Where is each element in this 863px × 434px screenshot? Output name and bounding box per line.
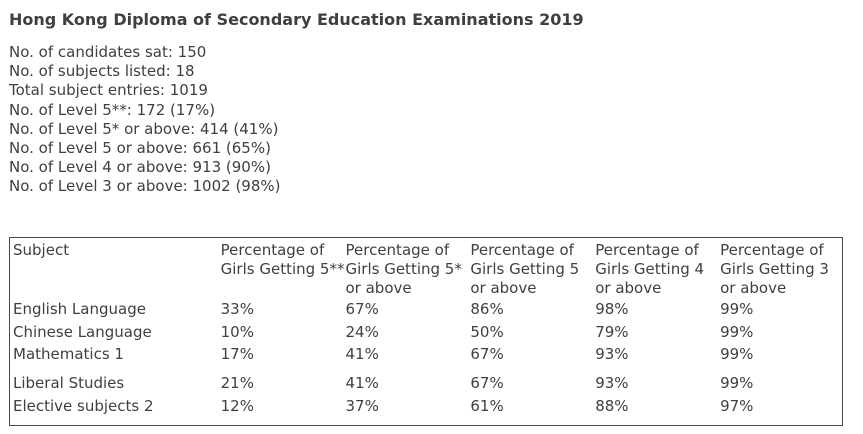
stat-level-5-star-star: No. of Level 5**: 172 (17%) bbox=[9, 100, 216, 119]
cell-value: 86% bbox=[470, 300, 504, 318]
cell-value: 99% bbox=[720, 374, 754, 392]
table-row: Mathematics 1 17% 41% 67% 93% 99% bbox=[13, 342, 842, 364]
table-header-row: Subject Percentage of Girls Getting 5** … bbox=[13, 241, 842, 299]
summary-stats: No. of candidates sat: 150 No. of subjec… bbox=[9, 43, 281, 197]
cell-value: 41% bbox=[345, 345, 379, 363]
column-header-subject: Subject bbox=[13, 241, 70, 259]
stat-level-5-star-above: No. of Level 5* or above: 414 (41%) bbox=[9, 119, 279, 138]
column-header-3-above: Percentage of Girls Getting 3 or above bbox=[720, 241, 829, 297]
cell-value: 61% bbox=[470, 397, 504, 415]
cell-value: 10% bbox=[220, 323, 254, 341]
cell-value: 17% bbox=[220, 345, 254, 363]
stat-subjects: No. of subjects listed: 18 bbox=[9, 62, 195, 81]
cell-value: 41% bbox=[345, 374, 379, 392]
cell-value: 93% bbox=[595, 345, 629, 363]
column-header-5-star-star: Percentage of Girls Getting 5** bbox=[220, 241, 345, 278]
cell-value: 24% bbox=[345, 323, 379, 341]
table-row: English Language 33% 67% 86% 98% 99% bbox=[13, 299, 842, 319]
page-title: Hong Kong Diploma of Secondary Education… bbox=[9, 10, 584, 29]
cell-value: 67% bbox=[345, 300, 379, 318]
cell-value: 99% bbox=[720, 300, 754, 318]
results-table-container: Subject Percentage of Girls Getting 5** … bbox=[9, 237, 843, 426]
table-row: Chinese Language 10% 24% 50% 79% 99% bbox=[13, 319, 842, 342]
table-row: Liberal Studies 21% 41% 67% 93% 99% bbox=[13, 364, 842, 393]
cell-value: 99% bbox=[720, 345, 754, 363]
cell-subject: Liberal Studies bbox=[13, 374, 125, 392]
cell-subject: Elective subjects 2 bbox=[13, 397, 154, 415]
cell-value: 12% bbox=[220, 397, 254, 415]
cell-value: 21% bbox=[220, 374, 254, 392]
cell-value: 99% bbox=[720, 323, 754, 341]
cell-value: 88% bbox=[595, 397, 629, 415]
cell-subject: English Language bbox=[13, 300, 146, 318]
cell-value: 79% bbox=[595, 323, 629, 341]
stat-level-3-above: No. of Level 3 or above: 1002 (98%) bbox=[9, 177, 281, 196]
cell-value: 98% bbox=[595, 300, 629, 318]
stat-level-4-above: No. of Level 4 or above: 913 (90%) bbox=[9, 158, 271, 177]
cell-value: 50% bbox=[470, 323, 504, 341]
cell-subject: Chinese Language bbox=[13, 323, 152, 341]
stat-level-5-above: No. of Level 5 or above: 661 (65%) bbox=[9, 139, 271, 158]
results-table: Subject Percentage of Girls Getting 5** … bbox=[13, 241, 842, 416]
cell-value: 37% bbox=[345, 397, 379, 415]
cell-value: 97% bbox=[720, 397, 754, 415]
cell-value: 93% bbox=[595, 374, 629, 392]
column-header-5-star-above: Percentage of Girls Getting 5* or above bbox=[345, 241, 462, 297]
stat-candidates: No. of candidates sat: 150 bbox=[9, 43, 207, 61]
column-header-5-above: Percentage of Girls Getting 5 or above bbox=[470, 241, 580, 297]
stat-entries: Total subject entries: 1019 bbox=[9, 81, 208, 100]
cell-value: 67% bbox=[470, 345, 504, 363]
table-row: Elective subjects 2 12% 37% 61% 88% 97% bbox=[13, 393, 842, 416]
cell-value: 33% bbox=[220, 300, 254, 318]
cell-value: 67% bbox=[470, 374, 504, 392]
cell-subject: Mathematics 1 bbox=[13, 345, 124, 363]
column-header-4-above: Percentage of Girls Getting 4 or above bbox=[595, 241, 705, 297]
